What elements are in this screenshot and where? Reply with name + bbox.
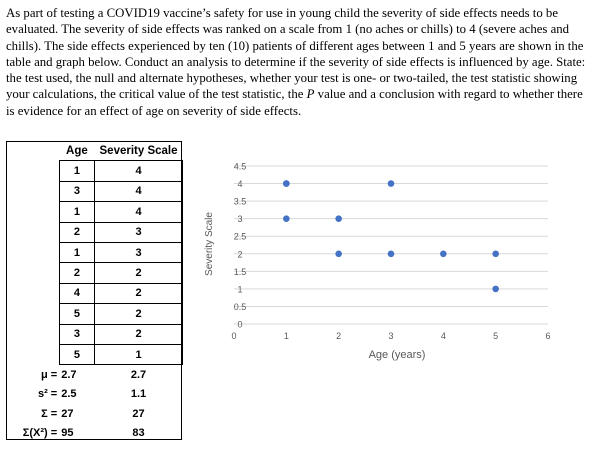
age-cell: 3 [58,323,96,345]
age-cell: 1 [58,160,96,182]
data-point [335,215,342,222]
data-points [283,180,499,293]
severity-cell: 3 [94,221,183,243]
y-axis-label: Severity Scale [204,212,215,276]
chart-gridlines [234,165,548,325]
data-point [283,180,290,187]
stat-row: Σ(X²) = 95 83 [6,423,183,442]
severity-cell: 4 [94,180,183,203]
x-tick-label: 1 [284,331,289,341]
stat-severity: 27 [132,407,145,420]
question-p-italic: P [306,87,315,102]
severity-cell: 2 [94,262,183,284]
stat-label: Σ = [41,407,58,420]
y-tick-labels: 0 0.5 1 1.5 2 2.5 3 3.5 4 4.5 [234,162,247,330]
question-part-2: value and a conclusion with regard to wh… [6,87,583,118]
x-tick-labels: 0 1 2 3 4 5 6 [231,331,550,341]
y-tick-label: 1 [237,284,242,294]
stat-label: Σ(X²) = [22,427,58,440]
severity-cell: 1 [94,343,183,366]
y-tick-label: 3.5 [234,197,247,207]
data-point [440,250,447,258]
age-cell: 1 [58,201,96,223]
severity-cell: 3 [94,241,183,264]
question-text: As part of testing a COVID19 vaccine’s s… [6,5,592,119]
age-cell: 4 [58,282,96,305]
scatter-chart: 0 0.5 1 1.5 2 2.5 3 3.5 4 4.5 0 1 2 3 4 5 6 Severity Sc… [204,162,551,362]
x-tick-label: 3 [388,331,393,341]
age-cell: 5 [58,303,96,325]
severity-cell: 2 [94,282,183,305]
data-point [335,250,342,258]
data-point [283,215,290,222]
data-point [387,250,395,258]
stat-age: 95 [61,427,74,440]
y-tick-label: 4 [237,179,242,189]
age-cell: 1 [58,241,96,264]
data-point [387,180,395,187]
header-age: Age [66,144,88,157]
severity-cell: 4 [94,201,183,223]
stat-age: 2.7 [61,368,77,381]
table-header-row: Age Severity Scale [6,141,183,161]
stat-label: s² = [37,388,58,401]
y-tick-label: 3 [237,214,242,224]
stat-severity: 83 [132,427,145,440]
y-tick-label: 0.5 [234,302,247,312]
age-cell: 3 [58,180,96,203]
severity-cell: 4 [94,160,183,182]
stat-row: μ = 2.7 2.7 [6,365,183,385]
y-tick-label: 0 [237,320,242,330]
stat-severity: 1.1 [130,388,147,401]
y-tick-label: 2.5 [234,232,247,242]
header-severity: Severity Scale [99,144,178,157]
stat-age: 27 [61,407,74,420]
data-point [492,285,499,293]
stat-row: Σ = 27 27 [6,404,183,423]
y-tick-label: 4.5 [234,162,247,172]
stat-severity: 2.7 [130,368,147,381]
data-point [492,250,499,258]
x-tick-label: 5 [493,331,498,341]
stat-row: s² = 2.5 1.1 [6,385,183,404]
y-tick-label: 1.5 [234,267,247,277]
age-cell: 2 [58,262,96,284]
question-part-1: As part of testing a COVID19 vaccine’s s… [6,6,586,102]
severity-cell: 2 [94,323,183,345]
age-cell: 5 [58,343,96,366]
x-tick-label: 6 [545,331,550,341]
severity-cell: 2 [94,303,183,325]
x-tick-label: 2 [336,331,341,341]
age-cell: 2 [58,221,96,243]
y-tick-label: 2 [237,249,242,259]
stat-age: 2.5 [61,388,77,401]
x-axis-label: Age (years) [369,349,426,361]
x-tick-label: 4 [441,331,446,341]
stat-label: μ = [41,368,58,381]
x-tick-label: 0 [231,331,236,341]
